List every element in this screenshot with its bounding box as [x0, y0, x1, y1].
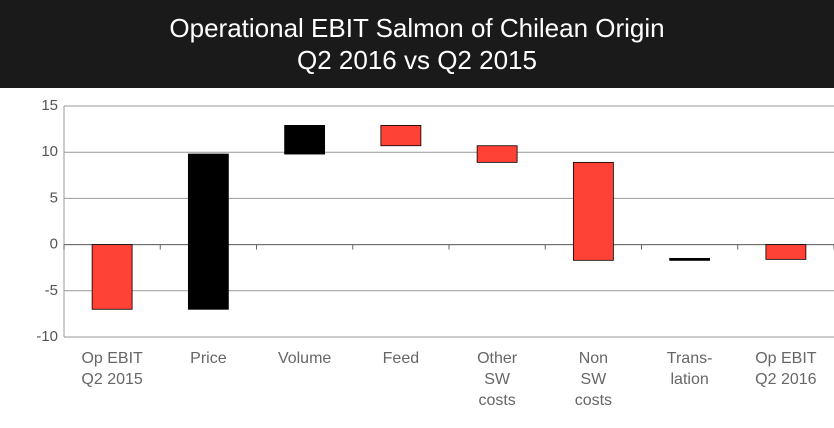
chart-subtitle: Q2 2016 vs Q2 2015 [297, 45, 537, 75]
x-tick-label: Trans- lation [666, 350, 713, 388]
x-tick-label: Other SW costs [477, 350, 518, 409]
x-tick-label: Op EBIT Q2 2016 [755, 350, 817, 388]
bar [572, 161, 614, 261]
y-tick-label: 0 [50, 236, 58, 253]
header: Operational EBIT Salmon of Chilean Origi… [0, 0, 834, 88]
bar [380, 125, 422, 147]
x-tick-label: Op EBIT Q2 2015 [81, 350, 143, 388]
y-tick-label: -10 [36, 328, 58, 345]
x-tick-label: Volume [277, 350, 332, 367]
x-tick-label: Feed [382, 350, 420, 367]
bar [765, 244, 807, 260]
y-tick-label: -5 [45, 282, 58, 299]
y-tick-label: 10 [41, 143, 58, 160]
x-tick-label: Price [190, 350, 227, 367]
bar [669, 257, 711, 261]
x-tick-label: Non SW costs [574, 350, 613, 409]
bar [284, 125, 326, 155]
y-tick-label: 15 [41, 97, 58, 114]
bar [187, 153, 229, 310]
chart-title: Operational EBIT Salmon of Chilean Origi… [169, 13, 665, 43]
bar [91, 244, 133, 310]
y-tick-label: 5 [50, 189, 58, 206]
bar [476, 145, 518, 163]
